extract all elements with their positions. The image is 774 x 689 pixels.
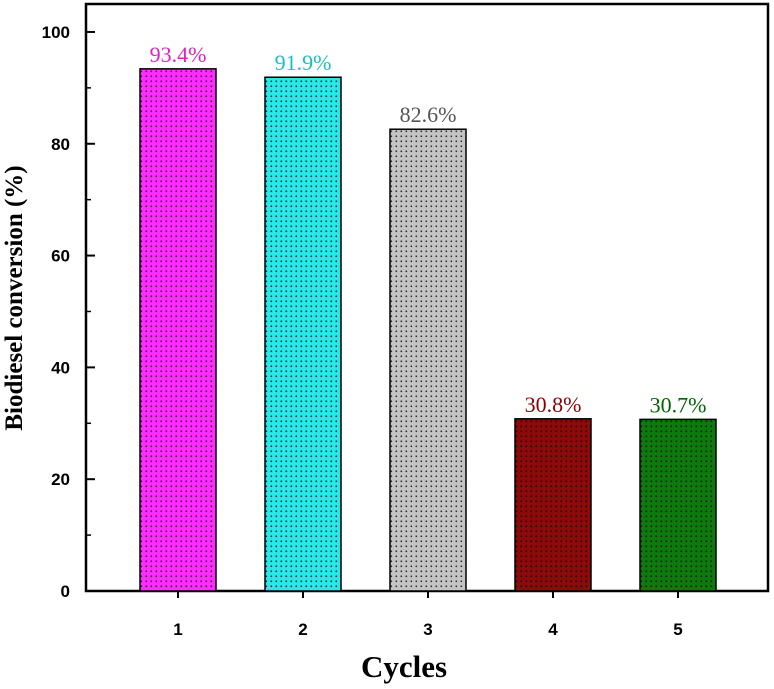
x-tick-label: 4 [548, 620, 558, 639]
data-label-cycle-1: 93.4% [150, 42, 207, 67]
y-axis: 0 20 40 60 80 100 [42, 23, 95, 601]
data-label-cycle-4: 30.8% [525, 392, 582, 417]
data-label-cycle-5: 30.7% [650, 392, 707, 417]
x-axis-title: Cycles [361, 649, 447, 684]
bars-group [139, 68, 717, 592]
bar-pattern-overlay [389, 128, 467, 592]
bar-pattern-overlay [639, 418, 717, 592]
x-tick-label: 2 [298, 620, 307, 639]
y-tick-label: 0 [61, 582, 70, 601]
data-labels-group: 93.4% 91.9% 82.6% 30.8% 30.7% [150, 42, 707, 418]
x-tick-label: 5 [673, 620, 682, 639]
bar-pattern-overlay [139, 68, 217, 592]
bar-pattern-overlay [514, 418, 592, 592]
x-axis: 1 2 3 4 5 [173, 591, 683, 639]
x-tick-label: 1 [173, 620, 182, 639]
data-label-cycle-2: 91.9% [275, 50, 332, 75]
y-tick-label: 100 [42, 23, 70, 42]
y-tick-label: 40 [51, 358, 70, 377]
y-tick-label: 60 [51, 247, 70, 266]
data-label-cycle-3: 82.6% [400, 102, 457, 127]
x-tick-label: 3 [423, 620, 432, 639]
y-axis-title: Biodiesel conversion (%) [1, 165, 28, 430]
bar-pattern-overlay [264, 76, 342, 592]
y-tick-label: 80 [51, 135, 70, 154]
y-tick-label: 20 [51, 470, 70, 489]
